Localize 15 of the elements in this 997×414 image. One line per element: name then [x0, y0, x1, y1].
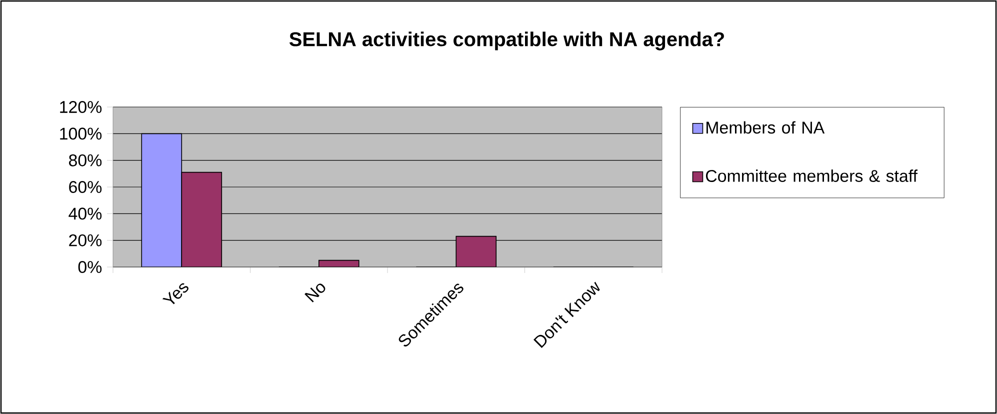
legend-label: Committee members & staff: [706, 170, 918, 182]
y-tick-label: 60%: [69, 181, 102, 193]
bar: [141, 133, 182, 267]
bar: [181, 172, 222, 267]
y-tick-label: 80%: [68, 154, 102, 166]
bar: [456, 236, 497, 267]
y-tick-label: 20%: [69, 234, 102, 246]
x-tick-label: No: [304, 284, 326, 302]
y-tick-label: 40%: [68, 208, 102, 220]
y-tick-label: 100%: [60, 128, 102, 140]
chart-title: SELNA activities compatible with NA agenda?: [289, 32, 724, 50]
y-tick-label: 0%: [78, 261, 102, 273]
x-tick-label: Yes: [162, 283, 188, 304]
y-tick-label: 120%: [60, 101, 102, 113]
legend-label: Members of NA: [706, 121, 825, 134]
